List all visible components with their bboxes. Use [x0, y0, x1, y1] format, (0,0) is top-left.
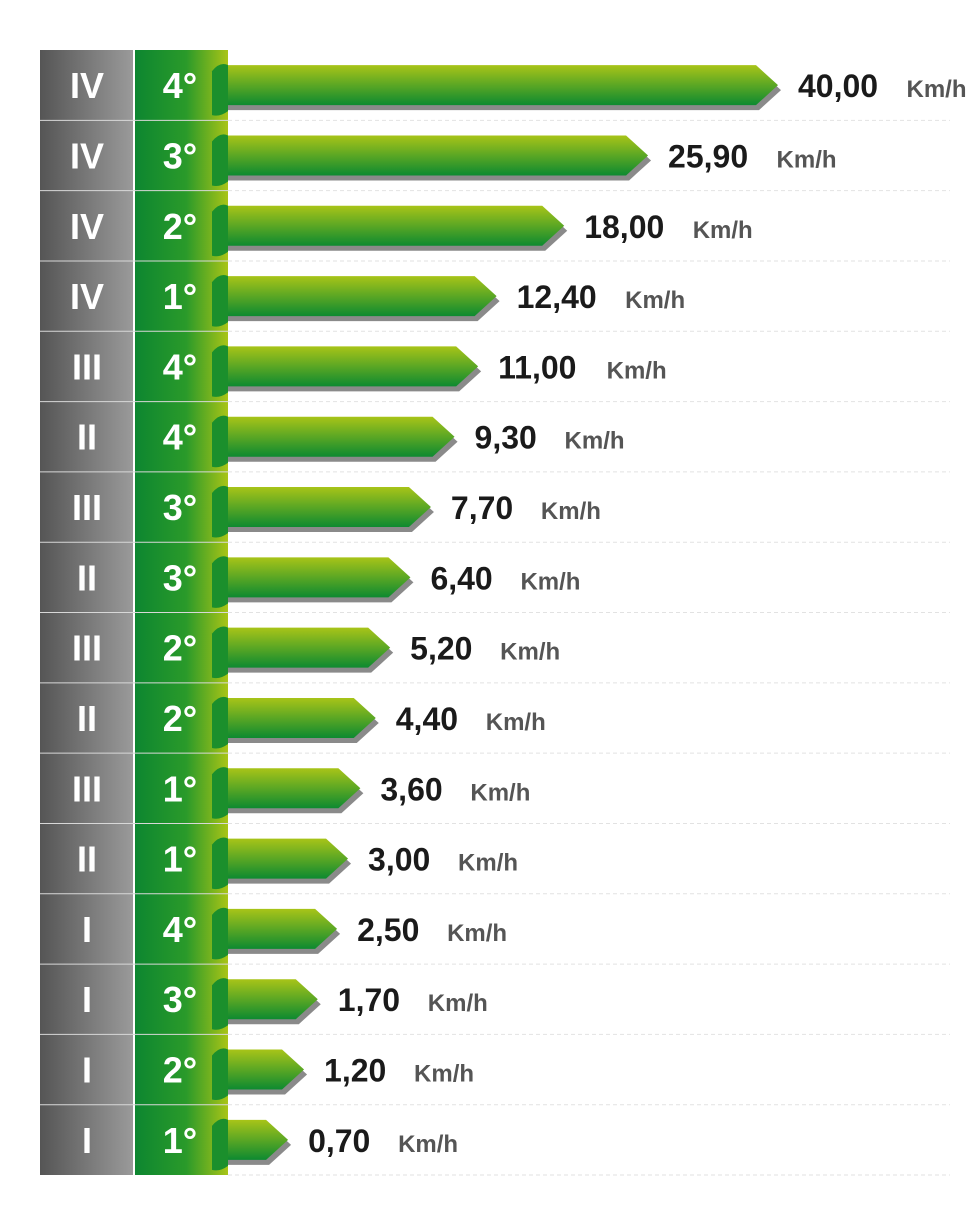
gear-label: 1° — [163, 839, 197, 880]
bar-curl — [212, 64, 228, 116]
bar-curl — [212, 696, 228, 749]
bar — [228, 979, 318, 1020]
bar — [228, 1049, 305, 1090]
range-label: IV — [70, 206, 104, 247]
gear-label: 1° — [163, 768, 197, 809]
bar-curl — [212, 556, 228, 608]
value-label: 1,70 — [338, 982, 400, 1018]
value-label: 7,70 — [451, 490, 513, 526]
bar — [228, 697, 376, 738]
range-label: III — [72, 628, 102, 669]
gear-label: 2° — [163, 698, 197, 739]
bar — [228, 205, 565, 246]
bar-curl — [212, 626, 228, 679]
value-label: 3,60 — [380, 771, 442, 807]
value-label: 25,90 — [668, 138, 748, 174]
range-label: III — [72, 346, 102, 387]
value-label: 9,30 — [475, 420, 537, 456]
bar — [228, 346, 479, 387]
range-label: II — [77, 839, 97, 880]
unit-label: Km/h — [414, 1061, 474, 1088]
bar-curl — [212, 907, 228, 960]
unit-label: Km/h — [500, 639, 560, 666]
gear-label: 4° — [163, 909, 197, 950]
bar-curl — [212, 1118, 228, 1171]
range-label: II — [77, 417, 97, 458]
bar-curl — [212, 485, 228, 538]
unit-label: Km/h — [777, 146, 837, 173]
unit-label: Km/h — [541, 498, 601, 525]
value-label: 6,40 — [430, 560, 492, 596]
bar — [228, 65, 778, 106]
bar — [228, 135, 649, 176]
value-label: 11,00 — [498, 349, 576, 385]
value-label: 5,20 — [410, 631, 472, 667]
gear-label: 1° — [163, 1120, 197, 1161]
gear-label: 1° — [163, 276, 197, 317]
value-label: 40,00 — [798, 68, 878, 104]
bar — [228, 276, 497, 317]
bar — [228, 557, 411, 598]
gear-label: 2° — [163, 206, 197, 247]
bar — [228, 768, 361, 809]
unit-label: Km/h — [565, 428, 625, 455]
gear-label: 3° — [163, 487, 197, 528]
bar-curl — [212, 978, 228, 1030]
unit-label: Km/h — [625, 287, 685, 314]
bar-curl — [212, 274, 228, 327]
bar — [228, 627, 391, 668]
unit-label: Km/h — [486, 709, 546, 736]
range-label: III — [72, 768, 102, 809]
range-label: I — [82, 1120, 92, 1161]
range-label: I — [82, 909, 92, 950]
unit-label: Km/h — [607, 357, 667, 384]
bar — [228, 487, 431, 528]
unit-label: Km/h — [520, 568, 580, 595]
bar-curl — [212, 204, 228, 257]
unit-label: Km/h — [428, 990, 488, 1017]
bar — [228, 1119, 289, 1160]
gear-label: 4° — [163, 417, 197, 458]
gear-label: 4° — [163, 65, 197, 106]
range-label: IV — [70, 276, 104, 317]
bar-curl — [212, 415, 228, 468]
bar-curl — [212, 767, 228, 819]
value-label: 0,70 — [308, 1123, 370, 1159]
value-label: 2,50 — [357, 912, 419, 948]
gear-label: 2° — [163, 628, 197, 669]
range-label: I — [82, 1050, 92, 1091]
unit-label: Km/h — [458, 850, 518, 877]
value-label: 18,00 — [584, 209, 664, 245]
gear-label: 3° — [163, 135, 197, 176]
unit-label: Km/h — [470, 779, 530, 806]
gear-label: 2° — [163, 1050, 197, 1091]
gear-label: 4° — [163, 346, 197, 387]
value-label: 3,00 — [368, 842, 430, 878]
value-label: 4,40 — [396, 701, 458, 737]
value-label: 12,40 — [517, 279, 597, 315]
value-label: 1,20 — [324, 1053, 386, 1089]
bar — [228, 416, 455, 457]
range-label: IV — [70, 65, 104, 106]
gear-label: 3° — [163, 557, 197, 598]
bar — [228, 838, 349, 879]
range-label: III — [72, 487, 102, 528]
unit-label: Km/h — [907, 76, 967, 103]
range-label: II — [77, 557, 97, 598]
range-label: IV — [70, 135, 104, 176]
gear-label: 3° — [163, 979, 197, 1020]
bar-curl — [212, 345, 228, 397]
bar — [228, 908, 338, 949]
range-label: II — [77, 698, 97, 739]
unit-label: Km/h — [398, 1131, 458, 1158]
unit-label: Km/h — [447, 920, 507, 947]
unit-label: Km/h — [693, 217, 753, 244]
bar-curl — [212, 134, 228, 186]
bar-curl — [212, 1048, 228, 1101]
range-label: I — [82, 979, 92, 1020]
bar-curl — [212, 837, 228, 890]
